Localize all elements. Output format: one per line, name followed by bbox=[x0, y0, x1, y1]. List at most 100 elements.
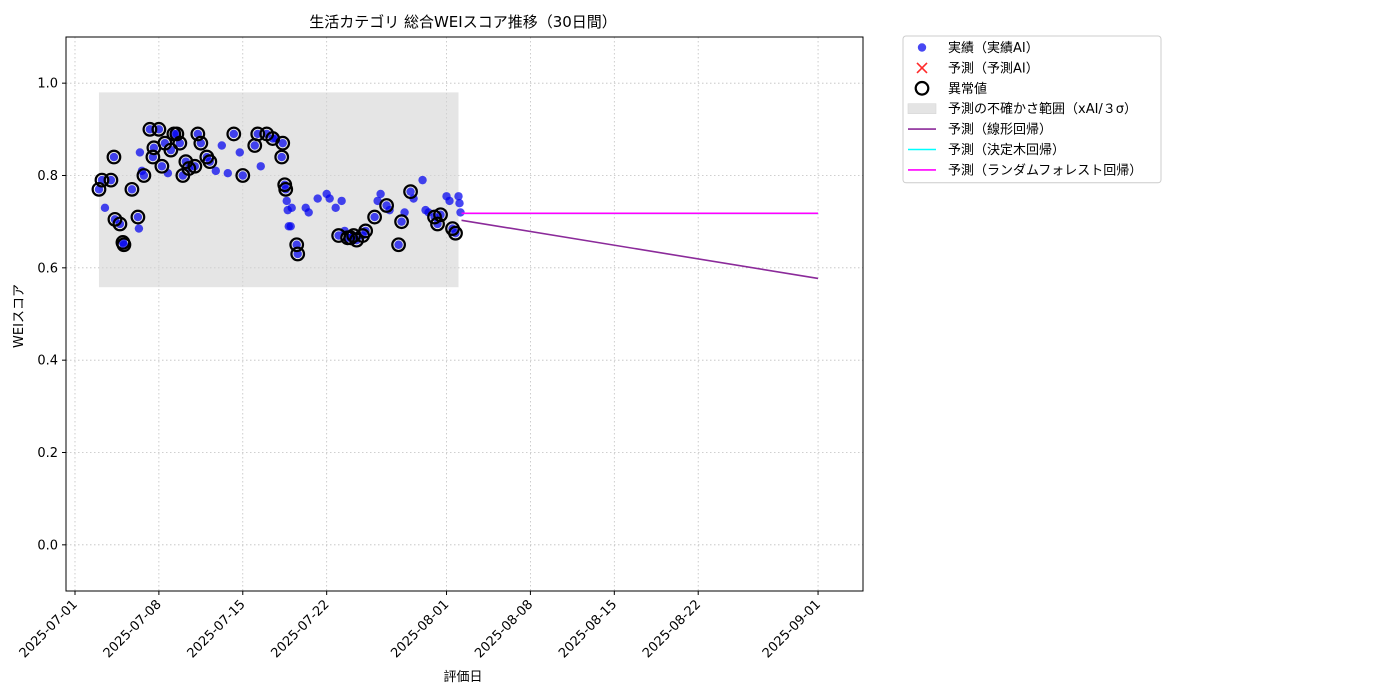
anomaly-ring bbox=[124, 181, 140, 197]
anomaly-ring bbox=[391, 237, 406, 253]
anomaly-ring bbox=[367, 209, 383, 225]
y-tick-label: 0.2 bbox=[37, 446, 58, 461]
actual-point bbox=[250, 141, 259, 150]
anomaly-ring bbox=[190, 126, 206, 142]
anomaly-ring bbox=[290, 246, 306, 262]
anomaly-ring bbox=[433, 207, 448, 223]
legend-label-prediction: 予測（予測AI） bbox=[948, 61, 1039, 76]
legend-label-band: 予測の不確かさ範囲（xAI/３σ） bbox=[948, 101, 1137, 117]
x-tick-label: 2025-08-15 bbox=[556, 597, 620, 661]
actual-point bbox=[217, 141, 227, 150]
anomaly-ring bbox=[278, 181, 294, 197]
actual-point bbox=[331, 203, 340, 213]
y-tick-label: 0.6 bbox=[37, 261, 58, 276]
actual-point bbox=[394, 240, 403, 249]
actual-point bbox=[287, 203, 296, 213]
actual-point bbox=[100, 203, 110, 213]
anomaly-ring bbox=[151, 121, 167, 137]
anomaly-ring bbox=[379, 198, 394, 213]
actual-point bbox=[282, 196, 291, 206]
actual-point bbox=[223, 168, 232, 178]
anomaly-ring bbox=[169, 126, 185, 142]
actual-point bbox=[455, 199, 464, 208]
actual-point bbox=[235, 148, 244, 157]
actual-point bbox=[370, 212, 379, 222]
actual-point bbox=[286, 222, 295, 231]
y-tick-label: 1.0 bbox=[37, 77, 58, 92]
legend-marker-prediction bbox=[916, 62, 928, 74]
actual-point bbox=[304, 208, 313, 217]
anomaly-ring bbox=[91, 181, 107, 197]
actual-point bbox=[278, 138, 287, 148]
y-tick-label: 0.8 bbox=[37, 169, 58, 184]
legend-marker-actual bbox=[917, 43, 927, 52]
anomaly-ring bbox=[94, 172, 110, 188]
anomaly-ring bbox=[145, 149, 161, 165]
anomaly-ring bbox=[103, 172, 119, 188]
anomaly-ring bbox=[202, 154, 218, 170]
actual-point bbox=[139, 171, 149, 180]
actual-point bbox=[325, 194, 334, 203]
x-tick-label: 2025-07-22 bbox=[268, 597, 332, 661]
actual-point bbox=[211, 166, 221, 176]
anomaly-ring bbox=[130, 209, 146, 225]
actual-point bbox=[134, 224, 144, 233]
anomaly-ring bbox=[226, 126, 242, 142]
legend-label-tree: 予測（決定木回帰） bbox=[948, 142, 1065, 158]
anomaly-ring bbox=[403, 184, 418, 200]
anomaly-ring bbox=[193, 135, 209, 151]
x-tick-label: 2025-07-15 bbox=[185, 597, 249, 661]
y-tick-label: 0.0 bbox=[37, 538, 58, 553]
anomaly-ring bbox=[163, 142, 179, 158]
anomaly-ring bbox=[136, 168, 152, 183]
actual-point bbox=[109, 152, 119, 162]
anomaly-ring bbox=[430, 216, 445, 232]
chart-title: 生活カテゴリ 総合WEIスコア推移（30日間） bbox=[309, 13, 617, 31]
anomaly-ring bbox=[235, 168, 251, 183]
anomaly-ring bbox=[172, 135, 188, 151]
legend-marker-band bbox=[907, 103, 937, 114]
actual-point bbox=[238, 171, 247, 180]
actual-point bbox=[337, 196, 346, 206]
y-axis-label: WEIスコア bbox=[12, 284, 27, 348]
x-axis-label: 評価日 bbox=[443, 670, 482, 685]
x-tick-label: 2025-08-08 bbox=[472, 597, 536, 661]
legend-marker-anomaly bbox=[914, 80, 930, 96]
actual-point bbox=[127, 185, 137, 194]
legend-label-forest: 予測（ランダムフォレスト回帰） bbox=[948, 162, 1142, 178]
anomaly-ring bbox=[250, 126, 266, 142]
anomaly-ring bbox=[112, 216, 128, 232]
actual-point bbox=[424, 208, 433, 217]
actual-point bbox=[313, 194, 322, 203]
anomaly-ring bbox=[448, 225, 463, 241]
anomaly-ring bbox=[187, 158, 203, 174]
anomaly-ring bbox=[142, 121, 158, 137]
actual-point bbox=[376, 189, 385, 199]
anomaly-ring bbox=[274, 149, 290, 165]
actual-point bbox=[445, 196, 454, 206]
legend-label-actual: 実績（実績AI） bbox=[948, 40, 1039, 56]
actual-point bbox=[277, 152, 286, 162]
legend-frame bbox=[902, 35, 1162, 184]
trend-line-linear bbox=[461, 219, 819, 280]
legend-label-anomaly: 異常値 bbox=[948, 81, 987, 97]
x-tick-label: 2025-07-01 bbox=[17, 597, 81, 661]
actual-point bbox=[157, 162, 167, 171]
anomaly-ring bbox=[358, 223, 374, 239]
x-tick-label: 2025-09-01 bbox=[760, 597, 824, 661]
anomaly-ring bbox=[106, 149, 122, 165]
actual-point bbox=[256, 162, 265, 171]
anomaly-ring bbox=[289, 237, 305, 253]
anomaly-ring bbox=[275, 135, 291, 151]
actual-point bbox=[397, 217, 406, 226]
actual-point bbox=[456, 208, 465, 217]
actual-point bbox=[133, 212, 143, 222]
anomaly-ring bbox=[116, 237, 132, 253]
actual-point bbox=[454, 192, 463, 201]
axes-frame bbox=[65, 36, 864, 592]
y-tick-label: 0.4 bbox=[37, 354, 58, 369]
x-tick-label: 2025-08-22 bbox=[640, 597, 704, 661]
actual-point bbox=[406, 187, 415, 196]
plot-area: 2025-07-01 2025-07-08 2025-07-15 2025-07-22… bbox=[17, 36, 864, 661]
